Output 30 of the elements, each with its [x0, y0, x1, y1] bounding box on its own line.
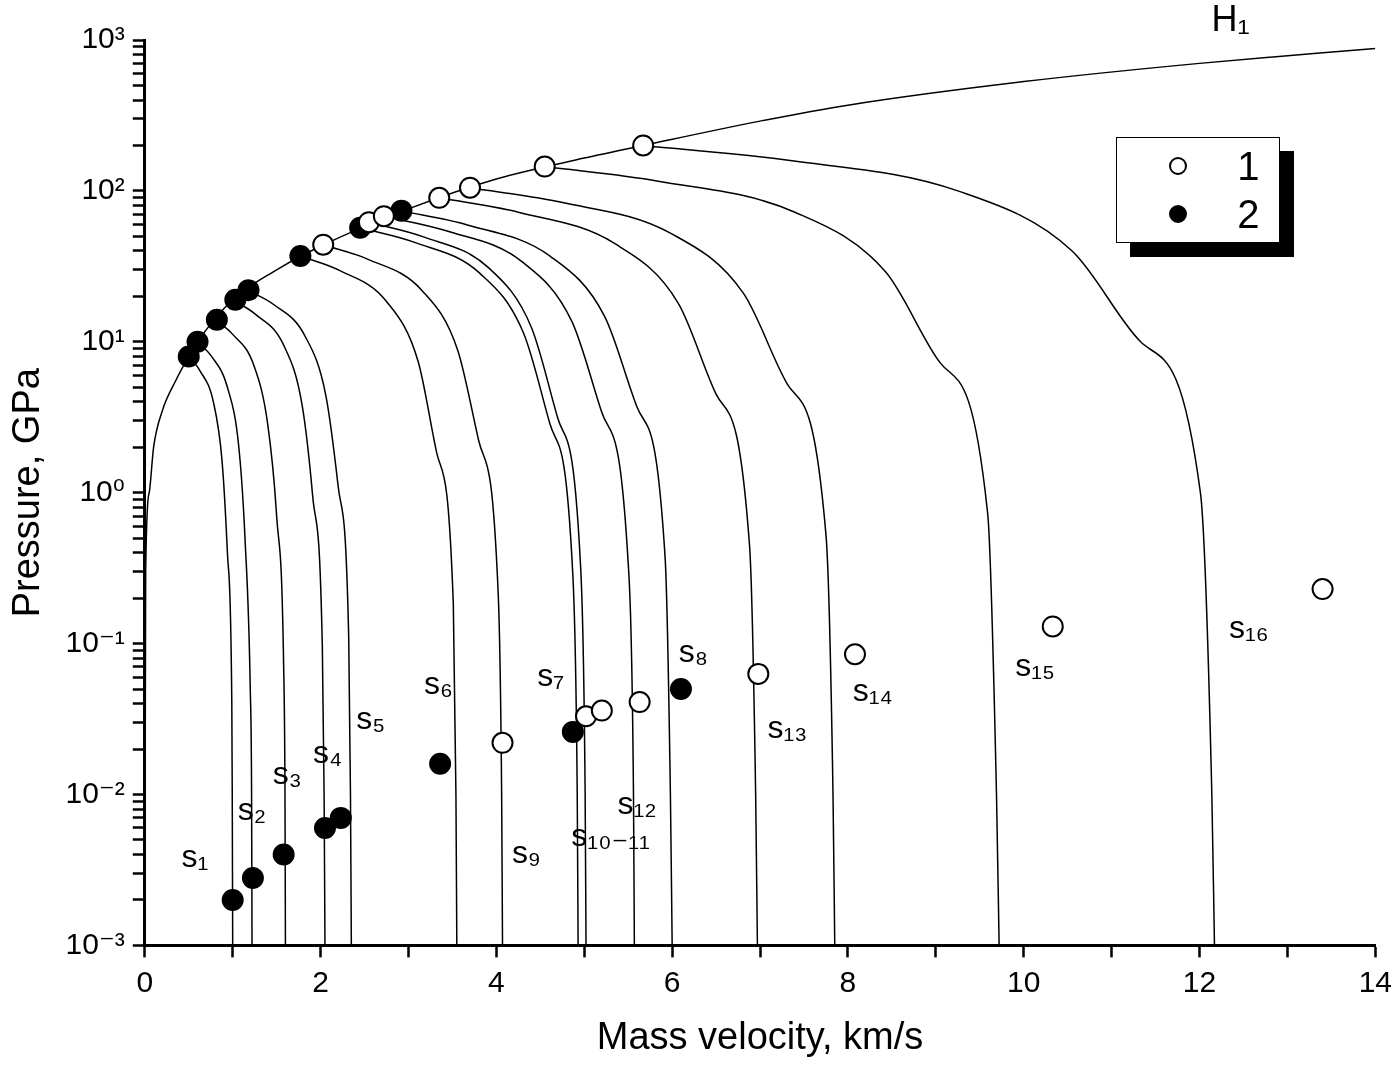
y-tick-label: 10³	[81, 21, 125, 55]
y-tick-label: 10⁻¹	[65, 624, 125, 658]
y-axis-title: Pressure, GPa	[5, 367, 48, 618]
legend-label: 2	[1237, 191, 1260, 237]
legend-label: 1	[1237, 143, 1260, 189]
y-tick-label: 10⁻³	[65, 926, 125, 960]
annotation: s₁₆	[1228, 609, 1269, 646]
x-tick-label: 4	[488, 964, 505, 998]
x-tick-label: 8	[839, 964, 857, 998]
annotation: s₆	[423, 665, 453, 702]
y-tick-label: 10²	[81, 172, 125, 206]
annotation: s₁	[181, 837, 209, 874]
x-tick-label: 14	[1358, 964, 1392, 998]
x-tick-label: 10	[1007, 964, 1041, 998]
x-tick-label: 2	[312, 964, 329, 998]
x-tick-label: 12	[1182, 964, 1217, 998]
y-tick-label: 10¹	[81, 323, 125, 357]
annotation: s₁₅	[1015, 646, 1056, 683]
y-tick-label: 10⁰	[79, 473, 125, 507]
annotation: s₇	[537, 656, 565, 693]
x-tick-label: 0	[136, 964, 154, 998]
annotation: s₁₄	[852, 671, 893, 708]
annotation: s₉	[511, 834, 541, 871]
x-axis-title: Mass velocity, km/s	[596, 1014, 924, 1057]
y-tick-label: 10⁻²	[65, 775, 125, 809]
series-label: H₁	[1211, 0, 1250, 40]
x-tick-label: 6	[663, 964, 681, 998]
annotation: s₁₃	[767, 709, 808, 746]
annotation: s₈	[678, 633, 708, 670]
annotation: s₅	[356, 700, 386, 737]
